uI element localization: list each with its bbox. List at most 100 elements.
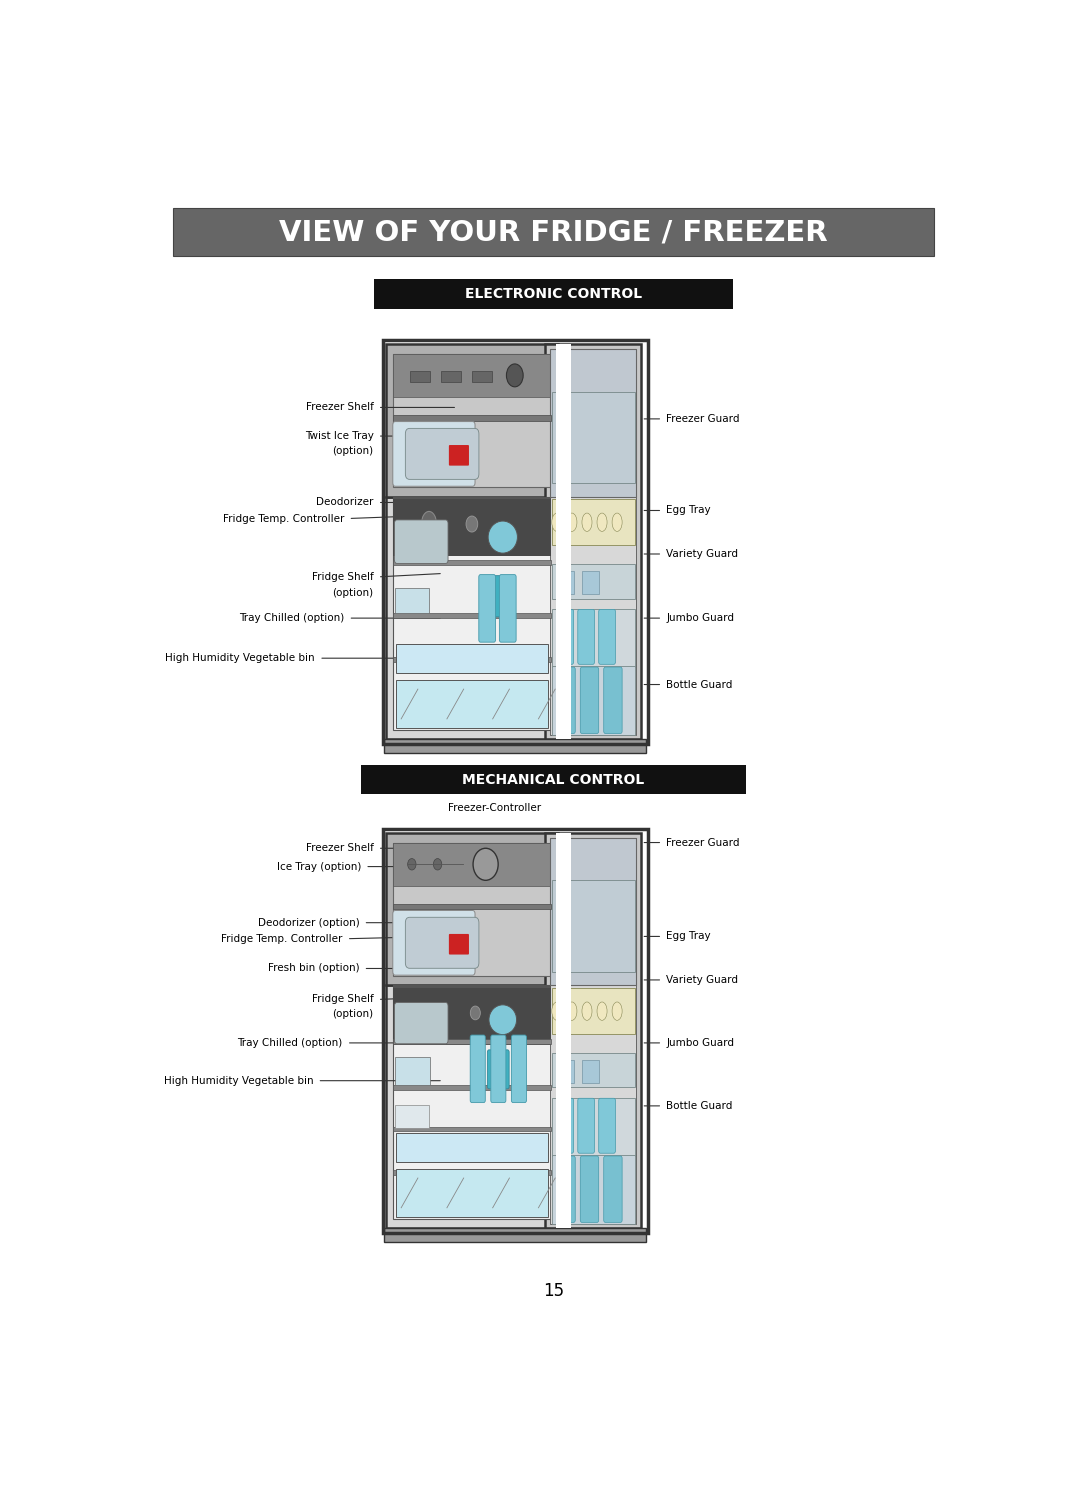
Bar: [395, 1105, 429, 1127]
Text: Fridge Shelf: Fridge Shelf: [312, 572, 374, 581]
FancyBboxPatch shape: [393, 422, 475, 486]
Bar: [472, 370, 492, 382]
Bar: [396, 1169, 548, 1216]
Bar: [552, 1099, 635, 1155]
FancyBboxPatch shape: [604, 668, 622, 733]
Ellipse shape: [597, 513, 607, 531]
Bar: [552, 880, 635, 971]
Text: Jumbo Guard: Jumbo Guard: [666, 1038, 734, 1048]
Bar: [582, 571, 598, 593]
Bar: [557, 571, 573, 593]
Ellipse shape: [489, 1005, 516, 1035]
Bar: [545, 833, 642, 1228]
Text: Bottle Guard: Bottle Guard: [666, 680, 733, 690]
Bar: [387, 497, 557, 739]
Bar: [393, 1170, 551, 1175]
Text: Fresh bin (option): Fresh bin (option): [268, 964, 360, 974]
Ellipse shape: [612, 513, 622, 531]
Bar: [387, 345, 557, 497]
FancyBboxPatch shape: [394, 1002, 448, 1044]
FancyBboxPatch shape: [405, 917, 478, 968]
Ellipse shape: [488, 520, 517, 553]
Text: 15: 15: [543, 1282, 564, 1300]
Bar: [393, 614, 551, 619]
Bar: [173, 208, 934, 256]
Bar: [396, 680, 548, 729]
Text: (option): (option): [333, 587, 374, 598]
Bar: [374, 280, 733, 309]
Text: Bottle Guard: Bottle Guard: [666, 1100, 733, 1111]
Text: Freezer Shelf: Freezer Shelf: [306, 843, 374, 854]
Text: Egg Tray: Egg Tray: [666, 931, 711, 941]
Bar: [396, 644, 548, 674]
FancyBboxPatch shape: [499, 574, 516, 642]
Bar: [393, 498, 551, 556]
Ellipse shape: [567, 513, 577, 531]
Bar: [552, 1053, 635, 1087]
Ellipse shape: [421, 512, 436, 537]
Bar: [410, 370, 431, 382]
Text: Jumbo Guard: Jumbo Guard: [666, 613, 734, 623]
Bar: [552, 1155, 635, 1224]
FancyBboxPatch shape: [490, 1035, 505, 1102]
Ellipse shape: [407, 858, 416, 870]
Text: Fridge Shelf: Fridge Shelf: [312, 995, 374, 1004]
Bar: [550, 839, 636, 1224]
Text: Freezer Shelf: Freezer Shelf: [306, 403, 374, 412]
Text: Freezer Guard: Freezer Guard: [666, 413, 740, 424]
FancyBboxPatch shape: [512, 1035, 526, 1102]
FancyBboxPatch shape: [598, 610, 616, 665]
Bar: [387, 986, 557, 1228]
Bar: [393, 904, 551, 910]
Ellipse shape: [612, 1002, 622, 1020]
Ellipse shape: [470, 1007, 481, 1020]
Text: Variety Guard: Variety Guard: [666, 549, 739, 559]
Ellipse shape: [432, 1005, 444, 1022]
Ellipse shape: [507, 364, 523, 387]
Bar: [550, 839, 636, 986]
Text: Egg Tray: Egg Tray: [666, 506, 711, 516]
Text: Freezer Guard: Freezer Guard: [666, 837, 740, 848]
FancyBboxPatch shape: [405, 428, 478, 479]
Text: Freezer-Controller: Freezer-Controller: [448, 803, 541, 813]
Bar: [393, 497, 551, 730]
FancyBboxPatch shape: [394, 520, 448, 564]
Text: (option): (option): [333, 446, 374, 457]
FancyBboxPatch shape: [598, 1099, 616, 1154]
Bar: [393, 415, 551, 421]
Bar: [387, 833, 557, 986]
Bar: [552, 564, 635, 599]
FancyBboxPatch shape: [557, 1099, 573, 1154]
Bar: [550, 349, 636, 735]
Bar: [582, 1060, 598, 1083]
Bar: [393, 987, 551, 1045]
Bar: [393, 1127, 551, 1132]
Bar: [393, 843, 551, 977]
FancyBboxPatch shape: [449, 445, 469, 465]
Bar: [393, 354, 551, 488]
Text: Fridge Temp. Controller: Fridge Temp. Controller: [222, 513, 345, 523]
Ellipse shape: [552, 1002, 562, 1020]
Bar: [552, 500, 635, 546]
Ellipse shape: [467, 516, 477, 532]
Bar: [382, 341, 648, 744]
Bar: [384, 1228, 647, 1242]
Text: VIEW OF YOUR FRIDGE / FREEZER: VIEW OF YOUR FRIDGE / FREEZER: [280, 219, 827, 247]
FancyBboxPatch shape: [557, 1155, 576, 1222]
Bar: [393, 843, 551, 886]
Bar: [393, 1039, 551, 1044]
FancyBboxPatch shape: [578, 610, 594, 665]
FancyBboxPatch shape: [393, 910, 475, 975]
Ellipse shape: [473, 848, 498, 880]
FancyBboxPatch shape: [470, 1035, 485, 1102]
Text: Variety Guard: Variety Guard: [666, 975, 739, 984]
Bar: [393, 354, 551, 397]
Bar: [395, 589, 429, 614]
FancyBboxPatch shape: [449, 934, 469, 955]
Text: Deodorizer (option): Deodorizer (option): [257, 917, 360, 928]
Ellipse shape: [552, 513, 562, 531]
Bar: [545, 345, 642, 739]
Bar: [393, 657, 551, 662]
Text: (option): (option): [333, 1010, 374, 1019]
Bar: [361, 764, 746, 794]
